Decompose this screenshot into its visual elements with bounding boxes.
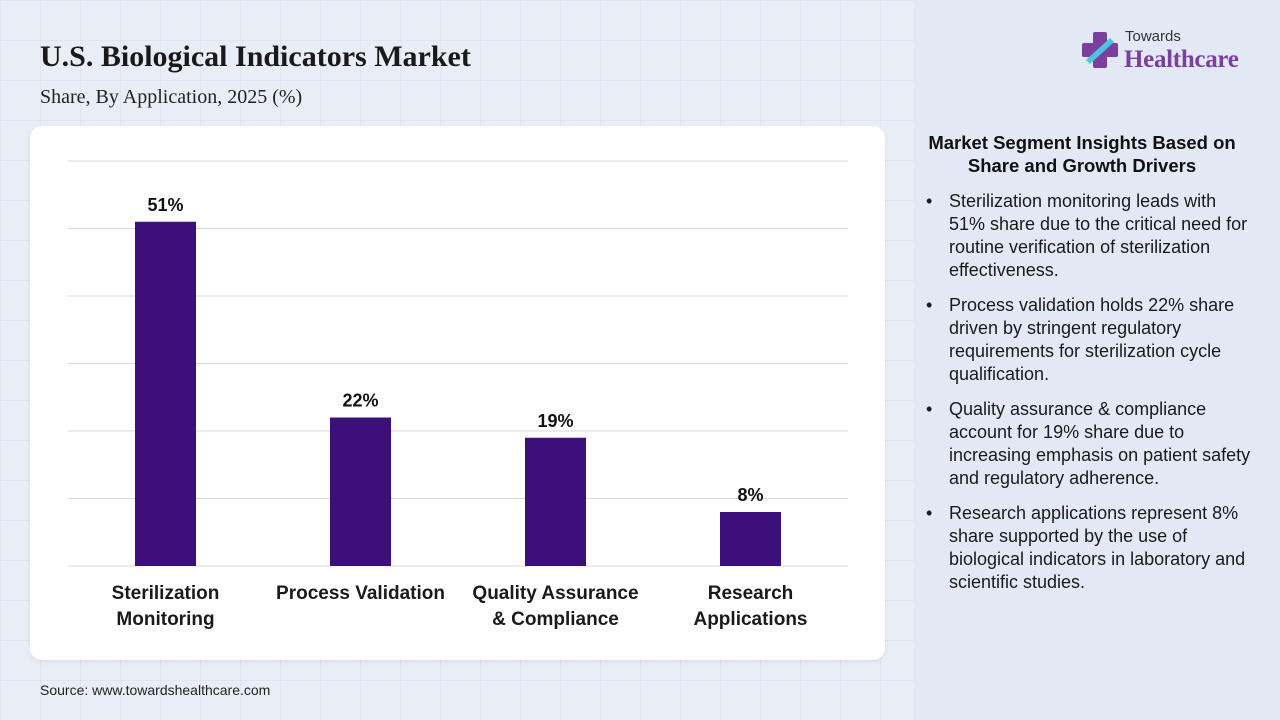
insight-text: Sterilization monitoring leads with 51% … <box>949 191 1248 280</box>
bar <box>330 417 391 566</box>
category-label: & Compliance <box>492 609 619 630</box>
insight-item: • Process validation holds 22% share driv… <box>926 294 1256 386</box>
category-label: Sterilization <box>112 583 220 604</box>
category-label: Quality Assurance <box>472 583 638 604</box>
category-label: Monitoring <box>116 609 214 630</box>
data-label: 51% <box>147 195 183 215</box>
plus-cross-icon <box>1082 32 1118 68</box>
page-subtitle: Share, By Application, 2025 (%) <box>40 86 303 108</box>
insight-item: • Research applications represent 8% shar… <box>926 502 1256 594</box>
insights-panel <box>914 0 1280 720</box>
brand-name-top: Towards <box>1125 28 1181 45</box>
insights-title: Market Segment Insights Based on Share a… <box>928 132 1236 176</box>
insight-text: Quality assurance & compliance account f… <box>949 399 1251 488</box>
page-title: U.S. Biological Indicators Market <box>40 40 471 73</box>
data-label: 19% <box>537 411 573 431</box>
bullet-icon: • <box>926 399 933 419</box>
category-label: Process Validation <box>276 583 445 604</box>
bar-chart: 51% Sterilization Monitoring 22% Process Val… <box>68 160 848 630</box>
bullet-icon: • <box>926 191 933 211</box>
insights-list: • Sterilization monitoring leads with 51%… <box>926 190 1256 606</box>
category-label: Applications <box>693 609 807 630</box>
category-label: Research <box>708 583 794 604</box>
source-note: Source: www.towardshealthcare.com <box>40 682 271 698</box>
bullet-icon: • <box>926 503 933 523</box>
insight-item: • Quality assurance & compliance account … <box>926 398 1256 490</box>
main-area: U.S. Biological Indicators Market Share,… <box>30 40 885 698</box>
insight-item: • Sterilization monitoring leads with 51%… <box>926 190 1256 282</box>
bar <box>525 437 586 566</box>
bullet-icon: • <box>926 295 933 315</box>
brand-name-bottom: Healthcare <box>1124 46 1239 73</box>
insight-text: Research applications represent 8% share… <box>949 503 1246 592</box>
bar <box>135 221 196 566</box>
bar <box>720 512 781 566</box>
insight-text: Process validation holds 22% share drive… <box>949 295 1235 384</box>
chart-card: 51% Sterilization Monitoring 22% Process Val… <box>30 126 885 660</box>
data-label: 22% <box>342 391 378 411</box>
brand-logo: Towards Healthcare <box>1080 26 1260 76</box>
data-label: 8% <box>737 485 763 505</box>
